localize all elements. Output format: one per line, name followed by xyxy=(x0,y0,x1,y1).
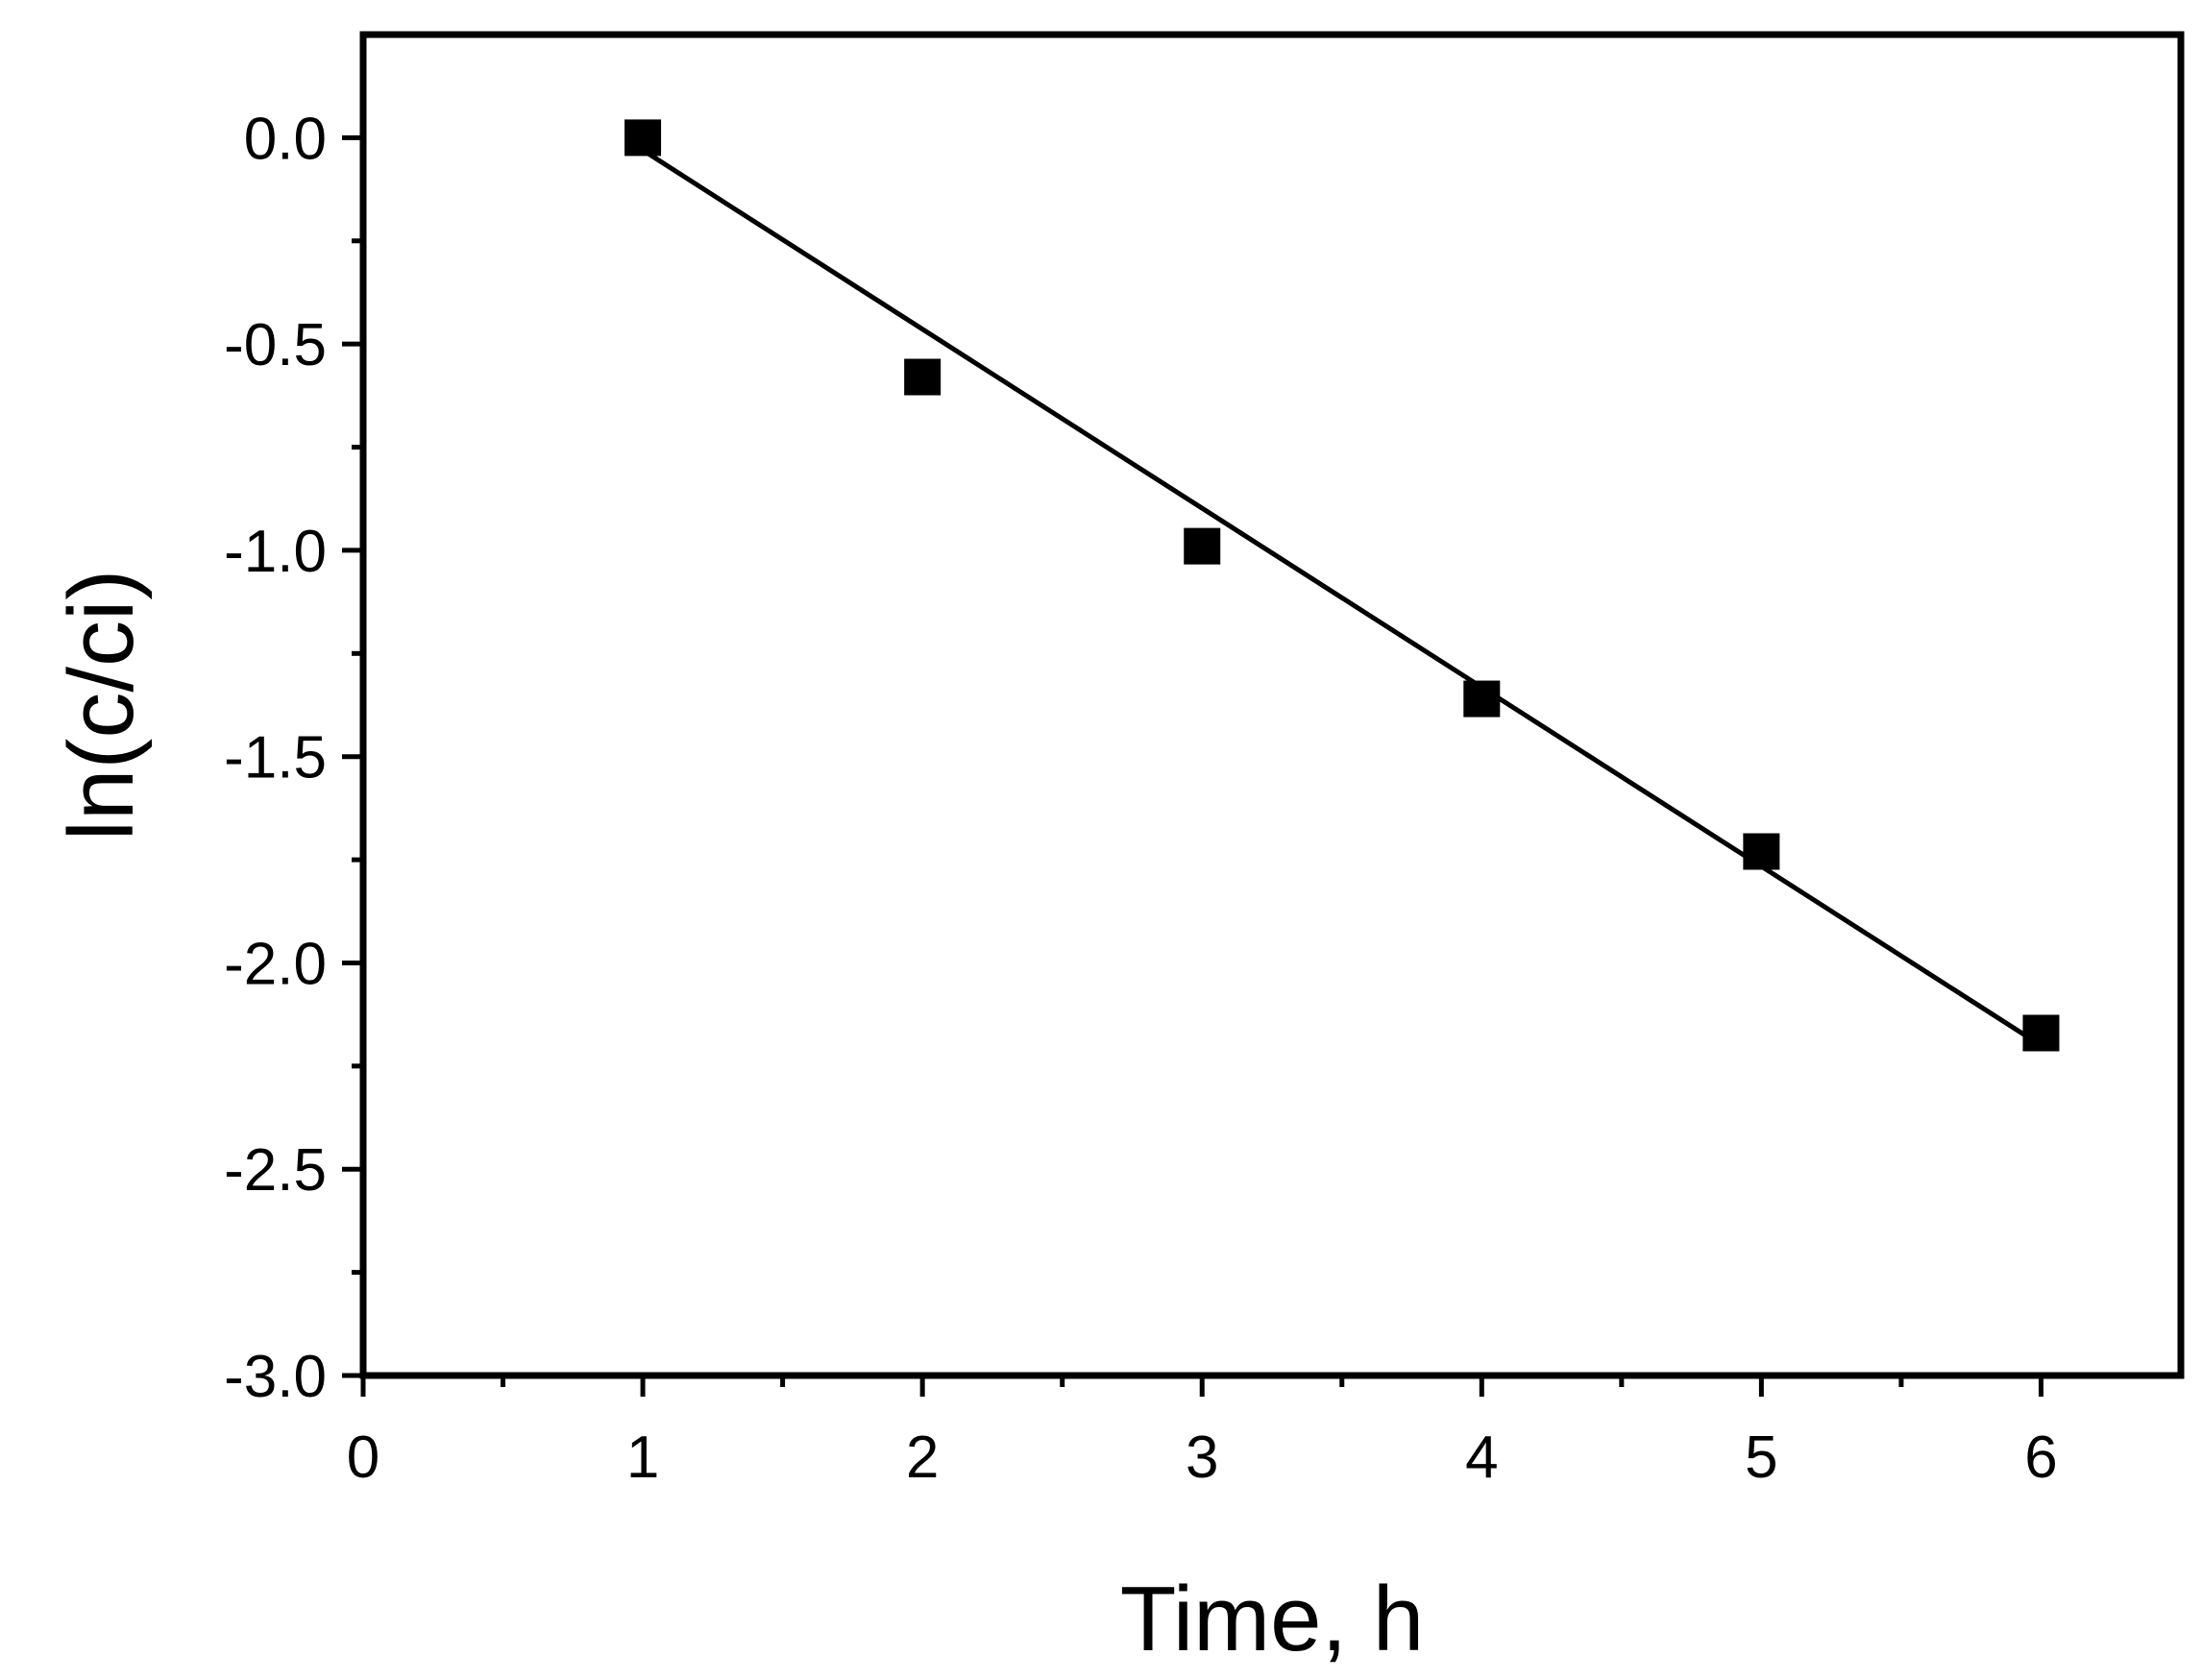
x-tick-label: 0 xyxy=(347,1424,379,1491)
plot-series xyxy=(624,119,2060,1052)
x-tick-label: 5 xyxy=(1745,1424,1777,1491)
data-point xyxy=(1743,833,1780,870)
x-axis: 0 1 2 3 4 5 6 xyxy=(347,1376,2058,1491)
data-point xyxy=(624,119,662,157)
data-point xyxy=(1463,680,1501,718)
y-tick-label: -2.0 xyxy=(224,931,327,997)
data-point xyxy=(904,358,942,396)
y-tick-label: -1.5 xyxy=(224,725,327,791)
y-tick-label: -1.0 xyxy=(224,519,327,585)
data-point xyxy=(2022,1014,2060,1052)
x-tick-label: 4 xyxy=(1465,1424,1498,1491)
y-tick-label: -3.0 xyxy=(224,1344,327,1410)
plot-area xyxy=(359,31,2185,1379)
y-tick-label: 0.0 xyxy=(244,106,327,172)
x-tick-label: 3 xyxy=(1186,1424,1218,1491)
y-axis: 0.0 -0.5 -1.0 -1.5 -2.0 -2.5 -3.0 xyxy=(224,106,363,1410)
x-tick-label: 1 xyxy=(626,1424,659,1491)
y-axis-label: ln(c/ci) xyxy=(50,570,153,841)
plot-frame xyxy=(359,31,2185,1379)
fit-line xyxy=(641,148,2043,1048)
y-tick-label: -2.5 xyxy=(224,1137,327,1204)
x-axis-label: Time, h xyxy=(1120,1568,1425,1670)
x-tick-label: 6 xyxy=(2024,1424,2057,1491)
y-tick-label: -0.5 xyxy=(224,312,327,378)
x-tick-label: 2 xyxy=(906,1424,939,1491)
data-point xyxy=(1184,527,1221,565)
